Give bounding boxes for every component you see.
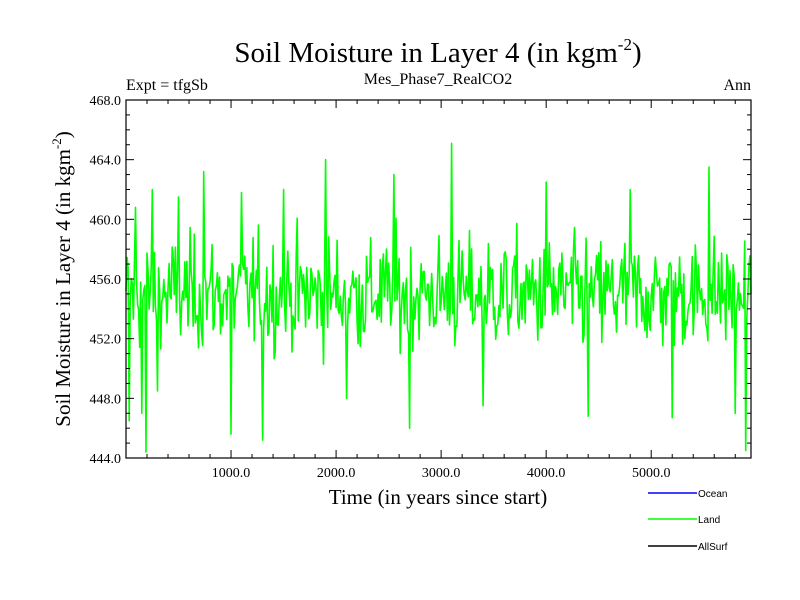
x-tick-label: 2000.0 [317,466,356,481]
experiment-label: Expt = tfgSb [126,77,208,94]
chart-title-superscript: -2 [618,35,632,54]
y-tick-label: 460.0 [90,213,122,228]
x-tick-label: 1000.0 [212,466,251,481]
y-axis-label-superscript: -2 [49,138,64,149]
y-tick-label: 452.0 [90,333,122,348]
legend: Ocean Land AllSurf [648,489,728,553]
series-line-land [125,142,752,453]
x-tick-label: 4000.0 [527,466,566,481]
legend-label-allsurf: AllSurf [698,542,728,553]
x-tick-label: 3000.0 [422,466,461,481]
period-label: Ann [723,77,751,94]
chart-title: Soil Moisture in Layer 4 (in kgm-2) [234,35,641,69]
legend-label-ocean: Ocean [698,489,727,500]
x-axis-label: Time (in years since start) [329,485,548,509]
chart-title-close: ) [632,37,642,69]
chart-title-main: Soil Moisture in Layer 4 (in kgm [234,37,618,69]
y-tick-label: 468.0 [90,94,122,109]
y-axis-label-main: Soil Moisture in Layer 4 (in kgm [51,149,75,427]
y-tick-label: 464.0 [90,154,122,169]
ticks-layer: 444.0 448.0 452.0 456.0 460.0 464.0 468.0 1000.… [90,94,751,481]
y-axis-label: Soil Moisture in Layer 4 (in kgm-2) [49,131,75,426]
series-layer [125,142,752,453]
x-tick-label: 5000.0 [632,466,671,481]
legend-label-land: Land [698,515,720,526]
chart-subtitle: Mes_Phase7_RealCO2 [364,71,512,88]
y-tick-label: 456.0 [90,273,122,288]
y-tick-label: 444.0 [90,452,122,467]
y-axis-label-close: ) [51,131,75,138]
y-tick-label: 448.0 [90,392,122,407]
